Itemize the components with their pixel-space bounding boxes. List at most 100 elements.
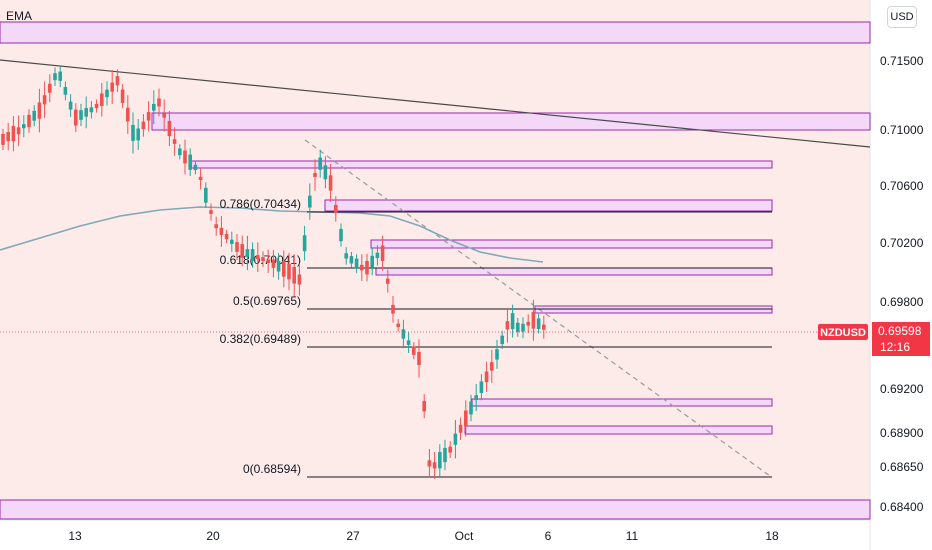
supply-demand-zone[interactable]: [0, 499, 871, 520]
currency-button[interactable]: USD: [887, 6, 917, 28]
candle-body: [172, 139, 177, 144]
time-axis-background: [0, 520, 870, 550]
candle-body: [344, 253, 348, 259]
candle-body: [136, 128, 140, 141]
candle-body: [48, 83, 52, 93]
supply-demand-zone[interactable]: [151, 112, 871, 131]
supply-demand-zone[interactable]: [189, 160, 773, 169]
candle-body: [32, 110, 36, 121]
fib-level-label: 0.786(0.70434): [220, 197, 301, 211]
candle-body: [37, 102, 42, 119]
supply-demand-zone[interactable]: [324, 199, 773, 212]
candle-body: [53, 73, 57, 81]
candle-body: [193, 164, 198, 171]
candle-body: [448, 446, 452, 453]
candle-body: [110, 82, 114, 92]
candle-body: [167, 120, 172, 137]
price-tick-label: 0.70600: [880, 179, 924, 193]
candle-body: [198, 176, 203, 181]
descending-trendline[interactable]: [0, 59, 871, 148]
candle-body: [380, 245, 385, 261]
dashed-trendline[interactable]: [304, 139, 771, 477]
candle-body: [521, 323, 525, 332]
candles: [1, 65, 546, 479]
time-axis[interactable]: 13 20 27 Oct 6 11 18: [68, 529, 779, 543]
candle-body: [183, 150, 187, 164]
candle-body: [235, 242, 239, 252]
candle-body: [432, 462, 437, 469]
candle-body: [354, 258, 359, 269]
candle-body: [120, 89, 125, 103]
candle-body: [6, 131, 10, 142]
candle-body: [396, 323, 400, 328]
candle-body: [328, 175, 333, 191]
candle-body: [334, 204, 338, 214]
candle-body: [152, 103, 156, 111]
candle-body: [11, 126, 16, 142]
fibonacci-retracement[interactable]: 0.786(0.70434) 0.618(0.70041) 0.5(0.69765)…: [220, 197, 772, 478]
candle-body: [318, 157, 322, 170]
fib-level-label: 0.618(0.70041): [220, 253, 301, 267]
time-tick-label: 20: [206, 529, 220, 543]
candle-body: [375, 252, 380, 259]
price-tick-label: 0.69200: [880, 382, 924, 396]
candle-body: [370, 255, 374, 268]
candle-body: [313, 172, 317, 178]
candle-body: [68, 101, 73, 110]
candle-body: [204, 187, 208, 203]
time-tick-label: 6: [545, 529, 552, 543]
candle-body: [230, 239, 234, 244]
candle-body: [42, 95, 47, 105]
candle-body: [250, 249, 255, 262]
time-tick-label: 13: [68, 529, 82, 543]
candle-body: [84, 108, 88, 117]
candle-body: [162, 113, 166, 118]
price-tick-label: 0.70200: [880, 236, 924, 250]
candle-body: [276, 261, 281, 272]
supply-demand-zone[interactable]: [370, 239, 773, 249]
supply-demand-zone[interactable]: [464, 425, 773, 435]
candle-body: [464, 410, 468, 427]
candle-body: [240, 244, 244, 258]
price-axis[interactable]: 0.71500 0.71000 0.70600 0.70200 0.69800 0.692…: [880, 54, 924, 514]
candle-body: [261, 257, 265, 262]
candle-body: [209, 210, 213, 214]
candle-body: [94, 103, 99, 109]
symbol-tag-text: NZDUSD: [820, 327, 866, 339]
fib-level-label: 0(0.68594): [243, 462, 301, 476]
candle-body: [349, 256, 354, 264]
candle-body: [297, 274, 302, 285]
candle-body: [474, 395, 478, 401]
time-tick-label: Oct: [455, 529, 474, 543]
candle-body: [360, 264, 364, 271]
price-tag-countdown: 12:16: [880, 340, 910, 354]
candle-body: [266, 259, 270, 263]
candle-body: [74, 109, 78, 126]
candle-body: [391, 304, 395, 314]
candle-body: [27, 114, 31, 128]
ema-indicator-label[interactable]: EMA: [6, 9, 33, 23]
time-tick-label: 27: [346, 529, 360, 543]
candle-body: [214, 224, 218, 229]
candle-body: [531, 311, 536, 329]
candle-body: [302, 235, 307, 252]
candle-body: [157, 98, 161, 107]
candle-body: [105, 89, 109, 98]
price-axis-background: [870, 0, 932, 550]
candle-body: [58, 71, 62, 81]
candle-body: [458, 424, 463, 433]
candle-body: [100, 93, 104, 106]
fib-level-label: 0.5(0.69765): [233, 294, 301, 308]
candle-body: [323, 165, 328, 180]
candle-body: [308, 195, 312, 208]
price-tag: 0.69598 12:16: [872, 322, 930, 356]
supply-demand-zone[interactable]: [375, 267, 773, 276]
price-tick-label: 0.68400: [880, 500, 924, 514]
supply-demand-zone[interactable]: [0, 21, 871, 44]
candle-body: [188, 154, 192, 170]
supply-demand-zone[interactable]: [471, 398, 773, 407]
candle-body: [490, 362, 494, 371]
candle-body: [479, 381, 484, 393]
candle-body: [115, 76, 120, 86]
